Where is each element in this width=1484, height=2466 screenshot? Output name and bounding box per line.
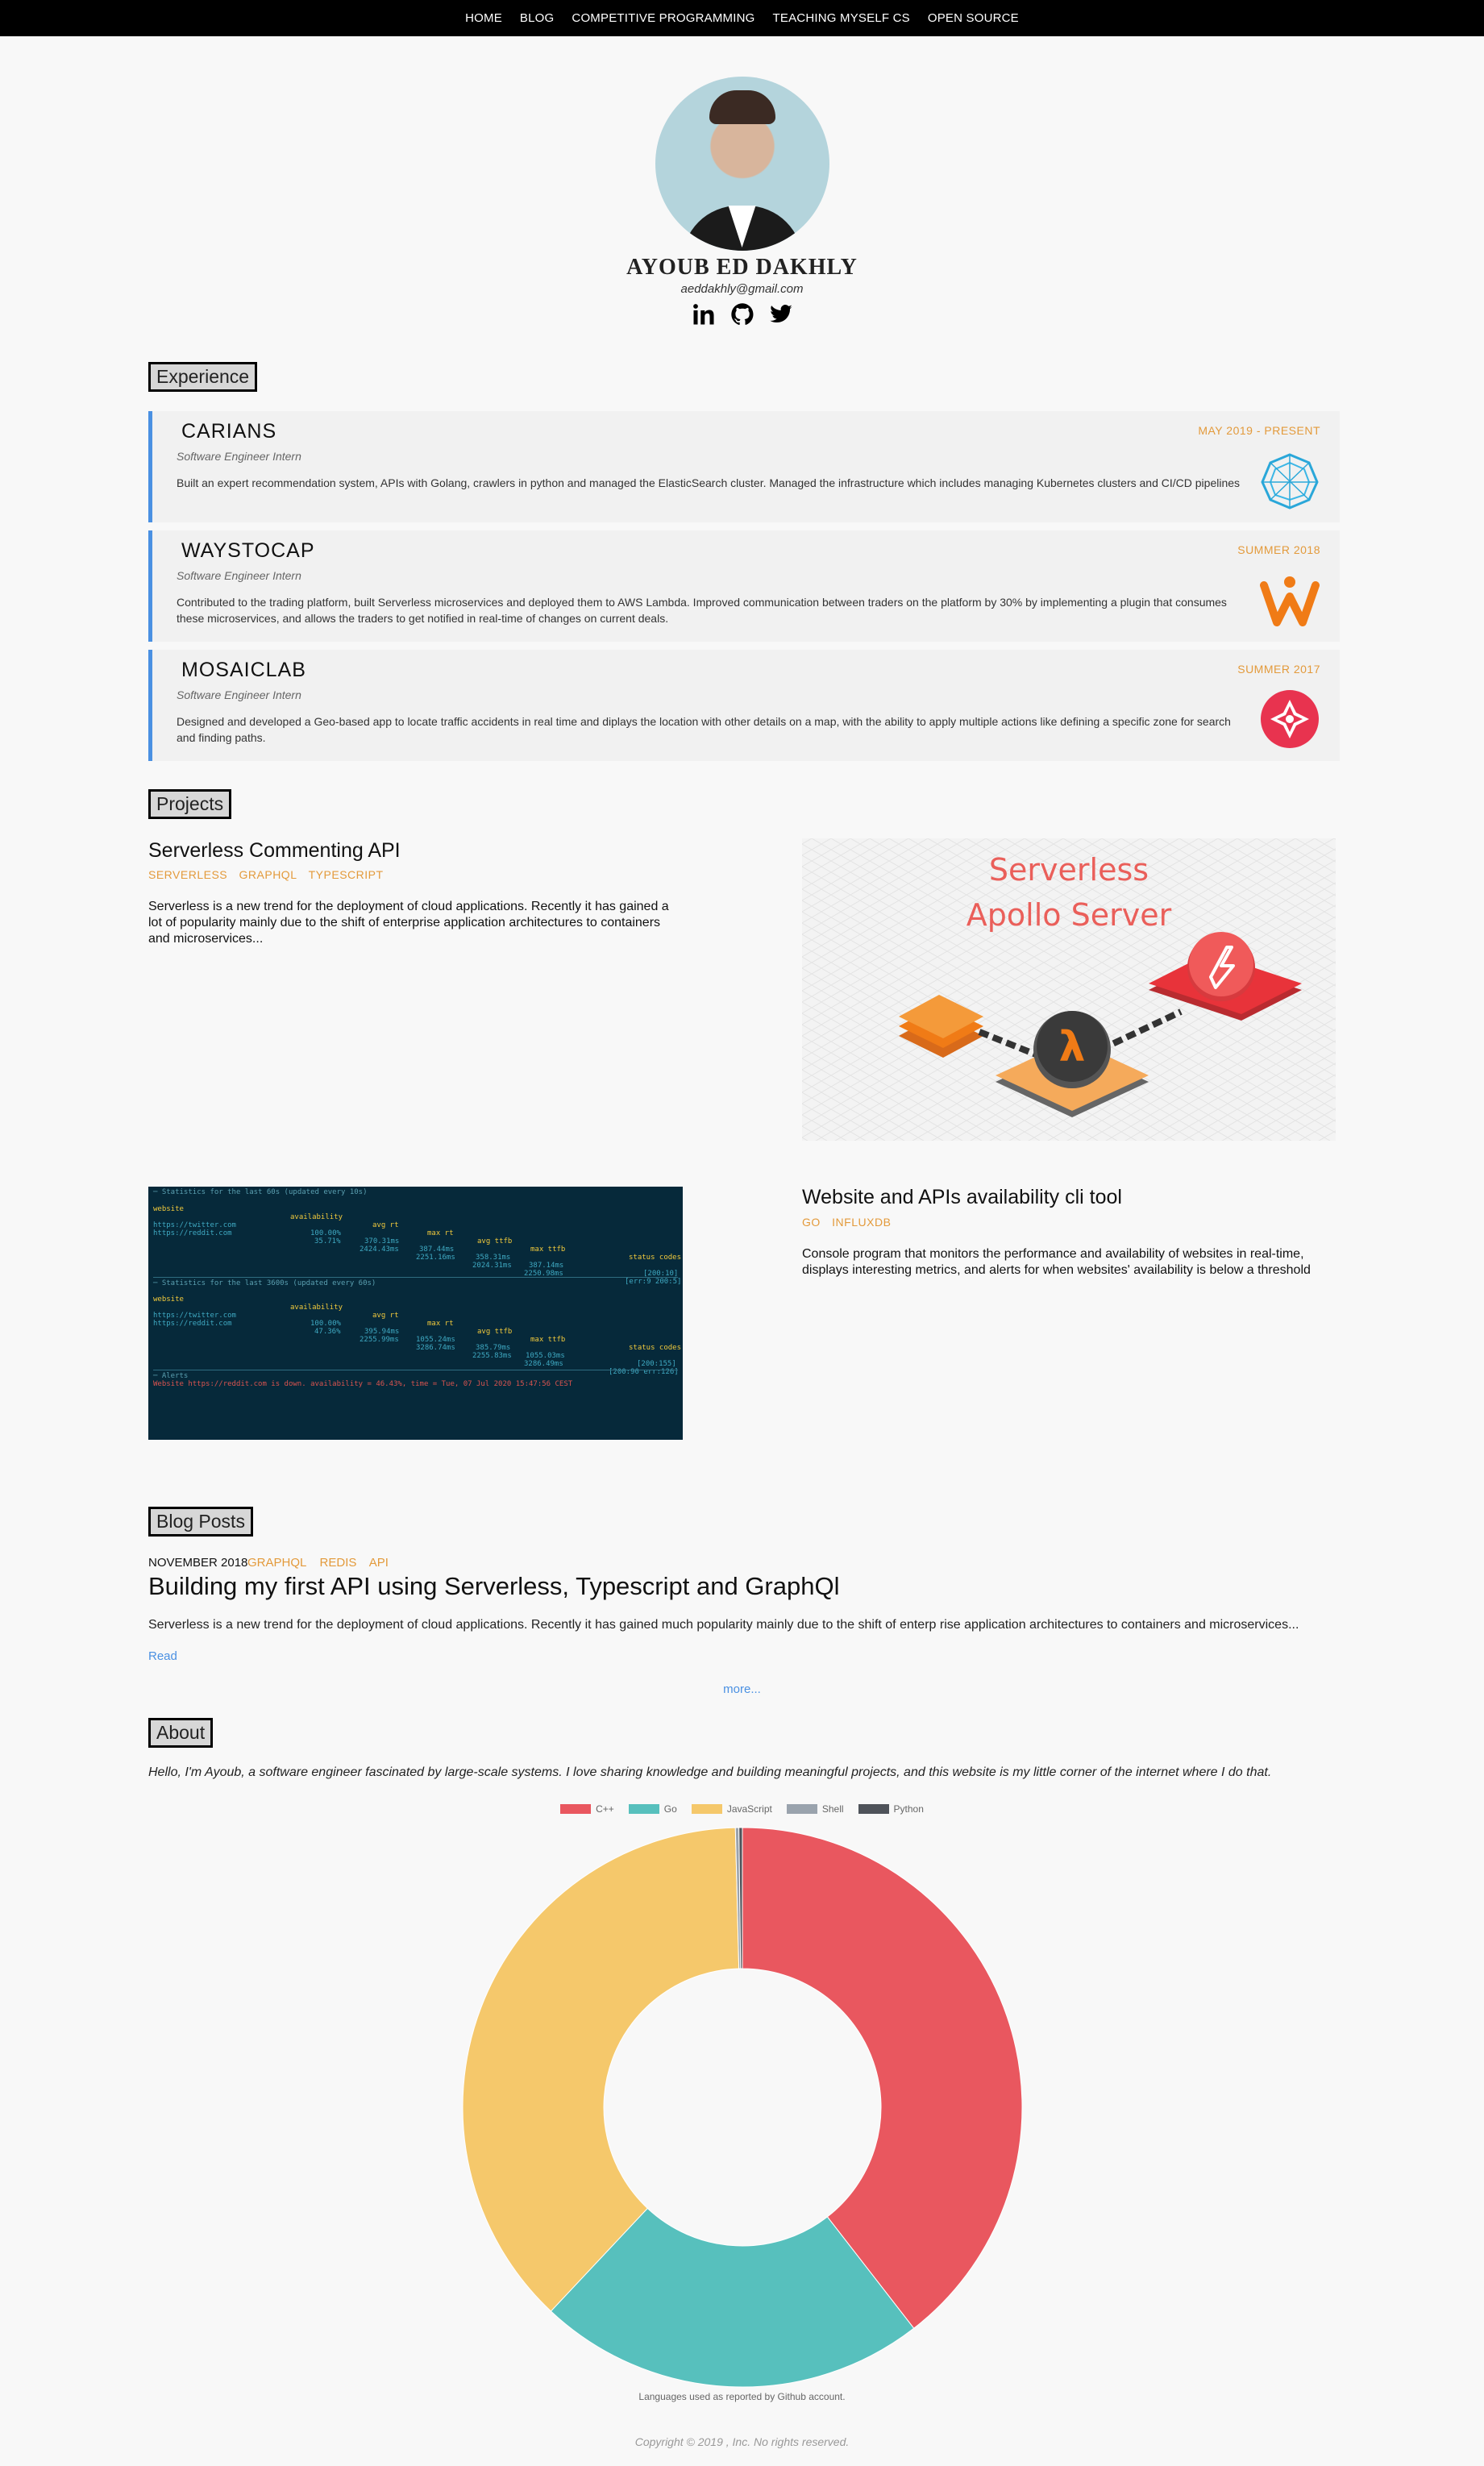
blog-date: NOVEMBER 2018 xyxy=(148,1556,248,1570)
terminal-alerts-label: Alerts xyxy=(161,1372,189,1380)
experience-card: CARIANS Software Engineer Intern MAY 201… xyxy=(148,411,1340,522)
legend-item[interactable]: Go xyxy=(628,1803,677,1815)
terminal-alert: Website https://reddit.com is down. avai… xyxy=(153,1380,573,1388)
blog-tag[interactable]: API xyxy=(368,1556,389,1570)
legend-item[interactable]: JavaScript xyxy=(691,1803,772,1815)
project-tags: SERVERLESS GRAPHQL TYPESCRIPT xyxy=(148,868,392,881)
donut-slice-c[interactable] xyxy=(742,1827,1023,2329)
legend-label: Python xyxy=(893,1803,924,1815)
legend-label: Go xyxy=(663,1803,677,1815)
nav-blog[interactable]: BLOG xyxy=(519,11,555,25)
legend-label: JavaScript xyxy=(726,1803,772,1815)
chart-caption: Languages used as reported by Github acc… xyxy=(638,2391,846,2402)
footer: Copyright © 2019 , Inc. No rights reserv… xyxy=(634,2435,850,2448)
chart-legend: C++ Go JavaScript Shell Python xyxy=(0,1803,1484,1815)
experience-company: MOSAICLAB xyxy=(181,659,306,681)
terminal-header: Statistics for the last 60s (updated eve… xyxy=(161,1188,368,1196)
experience-card: MOSAICLAB Software Engineer Intern SUMME… xyxy=(148,650,1340,761)
project-tag[interactable]: INFLUXDB xyxy=(832,1216,892,1229)
terminal-header: Statistics for the last 3600s (updated e… xyxy=(161,1279,376,1287)
blog-heading: Blog Posts xyxy=(148,1507,253,1537)
experience-description: Built an expert recommendation system, A… xyxy=(177,476,1241,489)
carians-logo xyxy=(1259,450,1320,511)
donut-slice-go[interactable] xyxy=(550,2207,915,2388)
nav-teaching-myself-cs[interactable]: TEACHING MYSELF CS xyxy=(772,11,910,25)
legend-swatch xyxy=(786,1804,817,1814)
project-title[interactable]: Serverless Commenting API xyxy=(148,839,401,862)
experience-date: SUMMER 2018 xyxy=(1237,543,1320,556)
experience-role: Software Engineer Intern xyxy=(177,569,301,582)
experience-role: Software Engineer Intern xyxy=(177,688,301,701)
read-link[interactable]: Read xyxy=(148,1649,177,1663)
nav-home[interactable]: HOME xyxy=(465,11,502,25)
waystocap-logo xyxy=(1259,569,1320,630)
blog-excerpt: Serverless is a new trend for the deploy… xyxy=(148,1618,1299,1632)
avatar xyxy=(655,77,829,251)
legend-item[interactable]: Shell xyxy=(786,1803,844,1815)
legend-swatch xyxy=(858,1804,889,1814)
project-tag[interactable]: GRAPHQL xyxy=(239,868,297,881)
github-icon[interactable] xyxy=(730,302,754,326)
legend-swatch xyxy=(628,1804,659,1814)
legend-item[interactable]: C++ xyxy=(560,1803,614,1815)
project-title[interactable]: Website and APIs availability cli tool xyxy=(802,1186,1122,1208)
experience-date: MAY 2019 - PRESENT xyxy=(1198,424,1320,437)
mosaiclab-logo xyxy=(1259,688,1320,750)
more-link[interactable]: more... xyxy=(723,1682,761,1696)
svg-text:λ: λ xyxy=(1059,1023,1086,1071)
legend-label: C++ xyxy=(596,1803,614,1815)
experience-card: WAYSTOCAP Software Engineer Intern SUMME… xyxy=(148,530,1340,642)
nav-competitive-programming[interactable]: COMPETITIVE PROGRAMMING xyxy=(572,11,755,25)
svg-text:Apollo Server: Apollo Server xyxy=(966,897,1172,933)
serverless-apollo-image[interactable]: Serverless Apollo Server λ xyxy=(802,838,1336,1141)
blog-tags: GRAPHQL REDIS API xyxy=(247,1556,398,1570)
project-tags: GO INFLUXDB xyxy=(802,1216,899,1229)
svg-text:Serverless: Serverless xyxy=(989,852,1149,888)
legend-swatch xyxy=(560,1804,592,1814)
social-links xyxy=(0,302,1484,326)
experience-date: SUMMER 2017 xyxy=(1237,663,1320,676)
legend-label: Shell xyxy=(821,1803,844,1815)
profile-name: AYOUB ED DAKHLY xyxy=(626,255,858,280)
linkedin-icon[interactable] xyxy=(692,302,716,326)
profile-header: AYOUB ED DAKHLY aeddakhly@gmail.com xyxy=(0,77,1484,326)
legend-swatch xyxy=(691,1804,722,1814)
experience-company: CARIANS xyxy=(181,420,277,443)
project-description: Serverless is a new trend for the deploy… xyxy=(148,900,669,946)
nav-open-source[interactable]: OPEN SOURCE xyxy=(927,11,1019,25)
project-description: Console program that monitors the perfor… xyxy=(802,1247,1311,1277)
top-nav: HOME BLOG COMPETITIVE PROGRAMMING TEACHI… xyxy=(0,0,1484,36)
projects-heading: Projects xyxy=(148,789,232,819)
experience-description: Contributed to the trading platform, bui… xyxy=(177,596,1227,625)
project-tag[interactable]: GO xyxy=(802,1216,821,1229)
blog-tag[interactable]: GRAPHQL xyxy=(247,1556,307,1570)
blog-tag[interactable]: REDIS xyxy=(319,1556,357,1570)
about-heading: About xyxy=(148,1718,214,1748)
donut-slice-python[interactable] xyxy=(738,1827,743,1969)
project-tag[interactable]: TYPESCRIPT xyxy=(308,868,384,881)
experience-company: WAYSTOCAP xyxy=(181,539,315,562)
experience-role: Software Engineer Intern xyxy=(177,450,301,463)
blog-post-title[interactable]: Building my first API using Serverless, … xyxy=(148,1572,840,1600)
project-tag[interactable]: SERVERLESS xyxy=(148,868,228,881)
profile-email: aeddakhly@gmail.com xyxy=(680,282,804,296)
legend-item[interactable]: Python xyxy=(858,1803,924,1815)
twitter-icon[interactable] xyxy=(769,302,793,326)
experience-description: Designed and developed a Geo-based app t… xyxy=(177,715,1231,744)
about-text: Hello, I'm Ayoub, a software engineer fa… xyxy=(148,1765,1272,1779)
donut-slice-javascript[interactable] xyxy=(462,1827,740,2312)
experience-heading: Experience xyxy=(148,362,258,392)
terminal-screenshot[interactable]: ─ Statistics for the last 60s (updated e… xyxy=(148,1187,683,1440)
